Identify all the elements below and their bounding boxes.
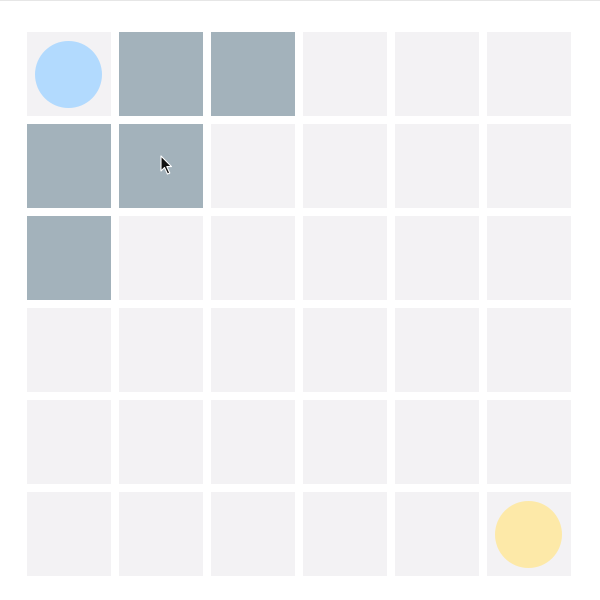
grid-cell[interactable] <box>395 308 479 392</box>
grid-cell[interactable] <box>303 492 387 576</box>
grid-cell[interactable] <box>119 216 203 300</box>
grid-cell[interactable] <box>27 400 111 484</box>
yellow-circle-icon <box>495 501 562 568</box>
wall-cell[interactable] <box>27 124 111 208</box>
grid-cell[interactable] <box>303 400 387 484</box>
grid-cell[interactable] <box>487 400 571 484</box>
grid-cell[interactable] <box>487 124 571 208</box>
blue-circle-icon[interactable] <box>35 41 102 108</box>
grid-cell[interactable] <box>303 32 387 116</box>
grid-cell[interactable] <box>303 124 387 208</box>
grid-cell[interactable] <box>303 216 387 300</box>
game-board <box>27 32 571 576</box>
grid-cell[interactable] <box>211 124 295 208</box>
grid-cell[interactable] <box>211 492 295 576</box>
grid-cell[interactable] <box>395 32 479 116</box>
grid-cell[interactable] <box>119 308 203 392</box>
grid-cell[interactable] <box>395 400 479 484</box>
grid-cell[interactable] <box>487 216 571 300</box>
wall-cell[interactable] <box>119 124 203 208</box>
grid-cell[interactable] <box>27 308 111 392</box>
grid-cell[interactable] <box>119 492 203 576</box>
wall-cell[interactable] <box>27 216 111 300</box>
grid-cell[interactable] <box>487 492 571 576</box>
grid-cell[interactable] <box>395 492 479 576</box>
grid-cell[interactable] <box>27 492 111 576</box>
wall-cell[interactable] <box>119 32 203 116</box>
wall-cell[interactable] <box>211 32 295 116</box>
grid-cell[interactable] <box>211 308 295 392</box>
grid-cell[interactable] <box>487 308 571 392</box>
top-divider <box>0 0 600 1</box>
grid-cell[interactable] <box>395 216 479 300</box>
grid-cell[interactable] <box>119 400 203 484</box>
grid-cell[interactable] <box>211 216 295 300</box>
grid-cell[interactable] <box>211 400 295 484</box>
grid-cell[interactable] <box>487 32 571 116</box>
grid-cell[interactable] <box>303 308 387 392</box>
grid-cell[interactable] <box>395 124 479 208</box>
grid-cell[interactable] <box>27 32 111 116</box>
